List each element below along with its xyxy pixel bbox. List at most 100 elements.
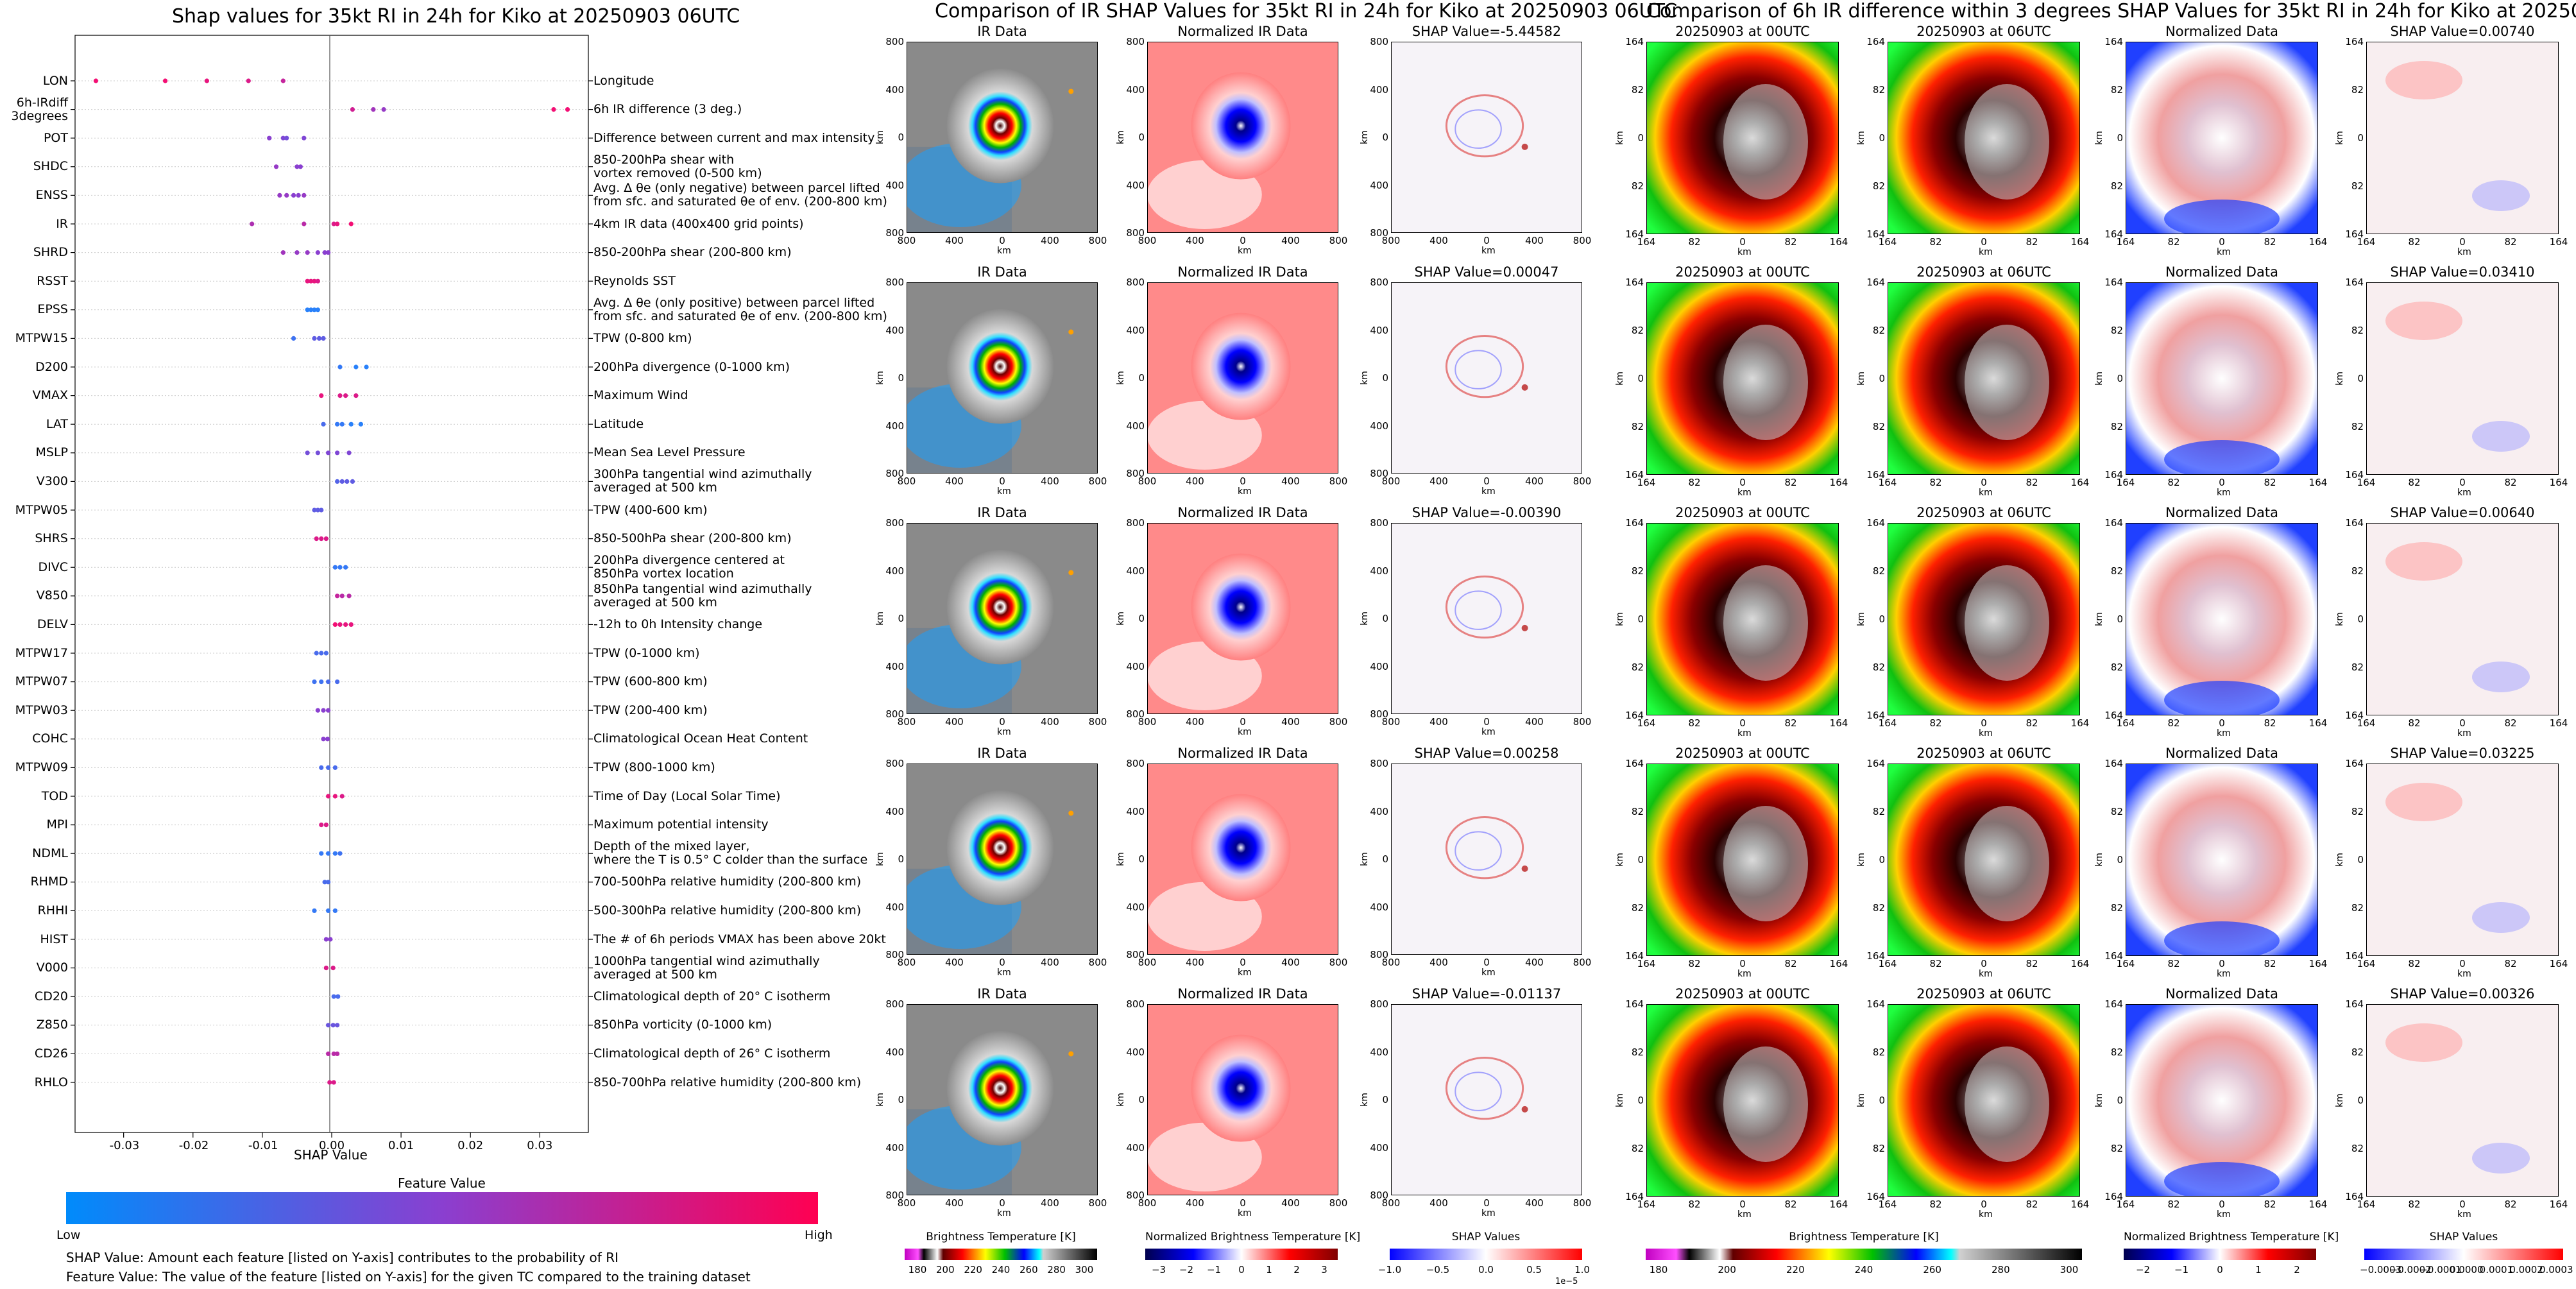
mid-r1-c0-ytick-2: 0 (898, 372, 904, 384)
right-r0-c0-xtick-1: 82 (1688, 236, 1701, 248)
right-r0-c2-xtick-3: 82 (2264, 236, 2276, 248)
bt-colorbar (1646, 1249, 2082, 1260)
right-r2-c2-ytick-0: 164 (2104, 517, 2123, 529)
mid-r3-c0-ytick-4: 800 (885, 949, 904, 960)
right-r4-c3-xtick-0: 164 (2357, 1199, 2376, 1210)
shap-point-26-0 (319, 823, 324, 828)
beeswarm-title: Shap values for 35kt RI in 24h for Kiko … (172, 5, 740, 28)
mid-r0-c0-xtick-2: 0 (999, 235, 1005, 246)
feature-label-27: NDML (32, 846, 68, 860)
mid-r1-c0-xtick-0: 800 (897, 475, 916, 487)
right-r1-c0-ytick-1: 82 (1631, 325, 1644, 336)
shap-colorbar (1390, 1249, 1582, 1260)
feature-description-31: 1000hPa tangential wind azimuthally aver… (593, 953, 820, 982)
right-r3-c1-ytick-0: 164 (1866, 758, 1885, 769)
shap-point-11-0 (319, 393, 324, 398)
feature-label-2: POT (43, 130, 68, 145)
mid-r0-c2-ytick-0: 800 (1370, 36, 1388, 47)
normbt-cbar-tick-4: 2 (2294, 1264, 2300, 1276)
feature-description-23: Climatological Ocean Heat Content (593, 731, 808, 746)
right-r4-c0-ytick-2: 0 (1637, 1095, 1644, 1106)
shap-point-1-0 (350, 107, 355, 112)
diff-shap-colorbar-title: SHAP Values (2429, 1231, 2498, 1243)
right-image-r0-c0 (1646, 42, 1839, 234)
mid-panel-title-r1-c0: IR Data (977, 264, 1027, 280)
shap-point-7-0 (305, 278, 310, 284)
feature-label-33: Z850 (36, 1018, 68, 1032)
mid-panel-title-r0-c0: IR Data (977, 24, 1027, 39)
mid-r4-c0-xtick-1: 400 (945, 1197, 964, 1209)
right-r0-c0-xlabel: km (1737, 247, 1752, 257)
ir-shap-comparison-panel: Comparison of IR SHAP Values for 35kt RI… (860, 0, 1677, 1289)
feature-description-5: 4km IR data (400x400 grid points) (593, 216, 804, 231)
right-r4-c0-xlabel: km (1737, 1209, 1752, 1220)
mid-r4-c0-ytick-0: 800 (885, 998, 904, 1010)
right-r4-c2-xtick-1: 82 (2167, 1199, 2180, 1210)
right-r4-c3-xtick-1: 82 (2408, 1199, 2421, 1210)
feature-description-1: 6h IR difference (3 deg.) (593, 102, 742, 117)
shap-point-21-3 (335, 679, 340, 685)
mid-r4-c0-ylabel: km (874, 1093, 885, 1107)
shap-point-4-2 (291, 192, 296, 198)
right-image-r0-c3 (2366, 42, 2559, 234)
mid-r1-c0-xtick-3: 400 (1041, 475, 1059, 487)
mid-panel-title-r2-c0: IR Data (977, 505, 1027, 520)
shap-point-14-3 (350, 479, 355, 484)
shap-point-0-4 (280, 78, 286, 83)
right-r2-c1-xlabel: km (1979, 728, 1993, 738)
mid-r3-c1-xtick-4: 800 (1329, 957, 1348, 968)
mid-r4-c1-xtick-2: 0 (1240, 1197, 1246, 1209)
shap-point-19-3 (348, 622, 354, 627)
feature-description-17: 200hPa divergence centered at 850hPa vor… (593, 553, 785, 581)
right-r1-c1-ylabel: km (1855, 371, 1866, 386)
mid-r2-c0-ytick-4: 800 (885, 708, 904, 720)
mid-r3-c1-ytick-1: 400 (1126, 805, 1145, 817)
feature-description-27: Depth of the mixed layer, where the T is… (593, 839, 868, 867)
diffshap-cbar-tick-2: −0.0001 (2419, 1264, 2462, 1276)
right-r0-c0-xtick-4: 164 (1829, 236, 1848, 248)
x-tick-label-0: -0.03 (109, 1139, 140, 1152)
right-image-r3-c0 (1646, 764, 1839, 956)
bt-cbar-tick-4: 260 (1923, 1264, 1941, 1276)
right-r0-c1-ytick-2: 0 (1879, 132, 1885, 144)
right-r4-c0-xtick-3: 82 (1784, 1199, 1797, 1210)
mid-r2-c2-xtick-4: 800 (1573, 716, 1592, 728)
right-r3-c3-xtick-3: 82 (2504, 958, 2517, 969)
right-r3-c0-xtick-4: 164 (1829, 958, 1848, 969)
mid-r0-c2-xtick-4: 800 (1573, 235, 1592, 246)
right-r3-c0-xtick-2: 0 (1739, 958, 1746, 969)
right-r4-c0-xtick-2: 0 (1739, 1199, 1746, 1210)
shap-point-6-0 (280, 250, 286, 255)
mid-r3-c2-xtick-0: 800 (1381, 957, 1401, 968)
right-r0-c0-ytick-0: 164 (1625, 36, 1644, 47)
right-r0-c1-ytick-0: 164 (1866, 36, 1885, 47)
feature-label-14: V300 (36, 474, 68, 488)
mid-image-r0-c1 (1147, 42, 1338, 233)
mid-r4-c0-xtick-3: 400 (1041, 1197, 1059, 1209)
right-r1-c3-ytick-2: 0 (2357, 373, 2364, 384)
right-r3-c0-ylabel: km (1614, 853, 1625, 867)
right-r2-c2-ytick-3: 82 (2110, 662, 2123, 673)
right-r1-c2-ylabel: km (2094, 371, 2104, 386)
mid-r0-c2-xtick-3: 400 (1525, 235, 1544, 246)
mid-r2-c2-xtick-1: 400 (1429, 716, 1448, 728)
right-r2-c2-xlabel: km (2217, 728, 2231, 738)
mid-r1-c2-xtick-2: 0 (1483, 475, 1490, 487)
right-r3-c1-ytick-3: 82 (1872, 902, 1885, 914)
shap-point-17-0 (332, 565, 338, 570)
shap-point-11-1 (337, 393, 343, 398)
right-r1-c0-ytick-3: 82 (1631, 421, 1644, 432)
right-image-r2-c0 (1646, 523, 1839, 715)
feature-description-6: 850-200hPa shear (200-800 km) (593, 245, 792, 260)
right-panel-title-r3-c3: SHAP Value=0.03225 (2390, 746, 2535, 761)
mid-image-r4-c1 (1147, 1004, 1338, 1195)
shap-point-34-0 (325, 1051, 331, 1056)
feature-description-20: TPW (0-1000 km) (593, 645, 700, 660)
shap-point-9-0 (291, 336, 296, 341)
mid-r2-c0-ytick-0: 800 (885, 517, 904, 529)
feature-description-25: Time of Day (Local Solar Time) (593, 789, 781, 803)
mid-r4-c2-xtick-1: 400 (1429, 1197, 1448, 1209)
mid-r3-c1-xtick-2: 0 (1240, 957, 1246, 968)
mid-r4-c0-xlabel: km (997, 1208, 1011, 1218)
mid-r0-c1-ytick-4: 800 (1126, 227, 1145, 239)
